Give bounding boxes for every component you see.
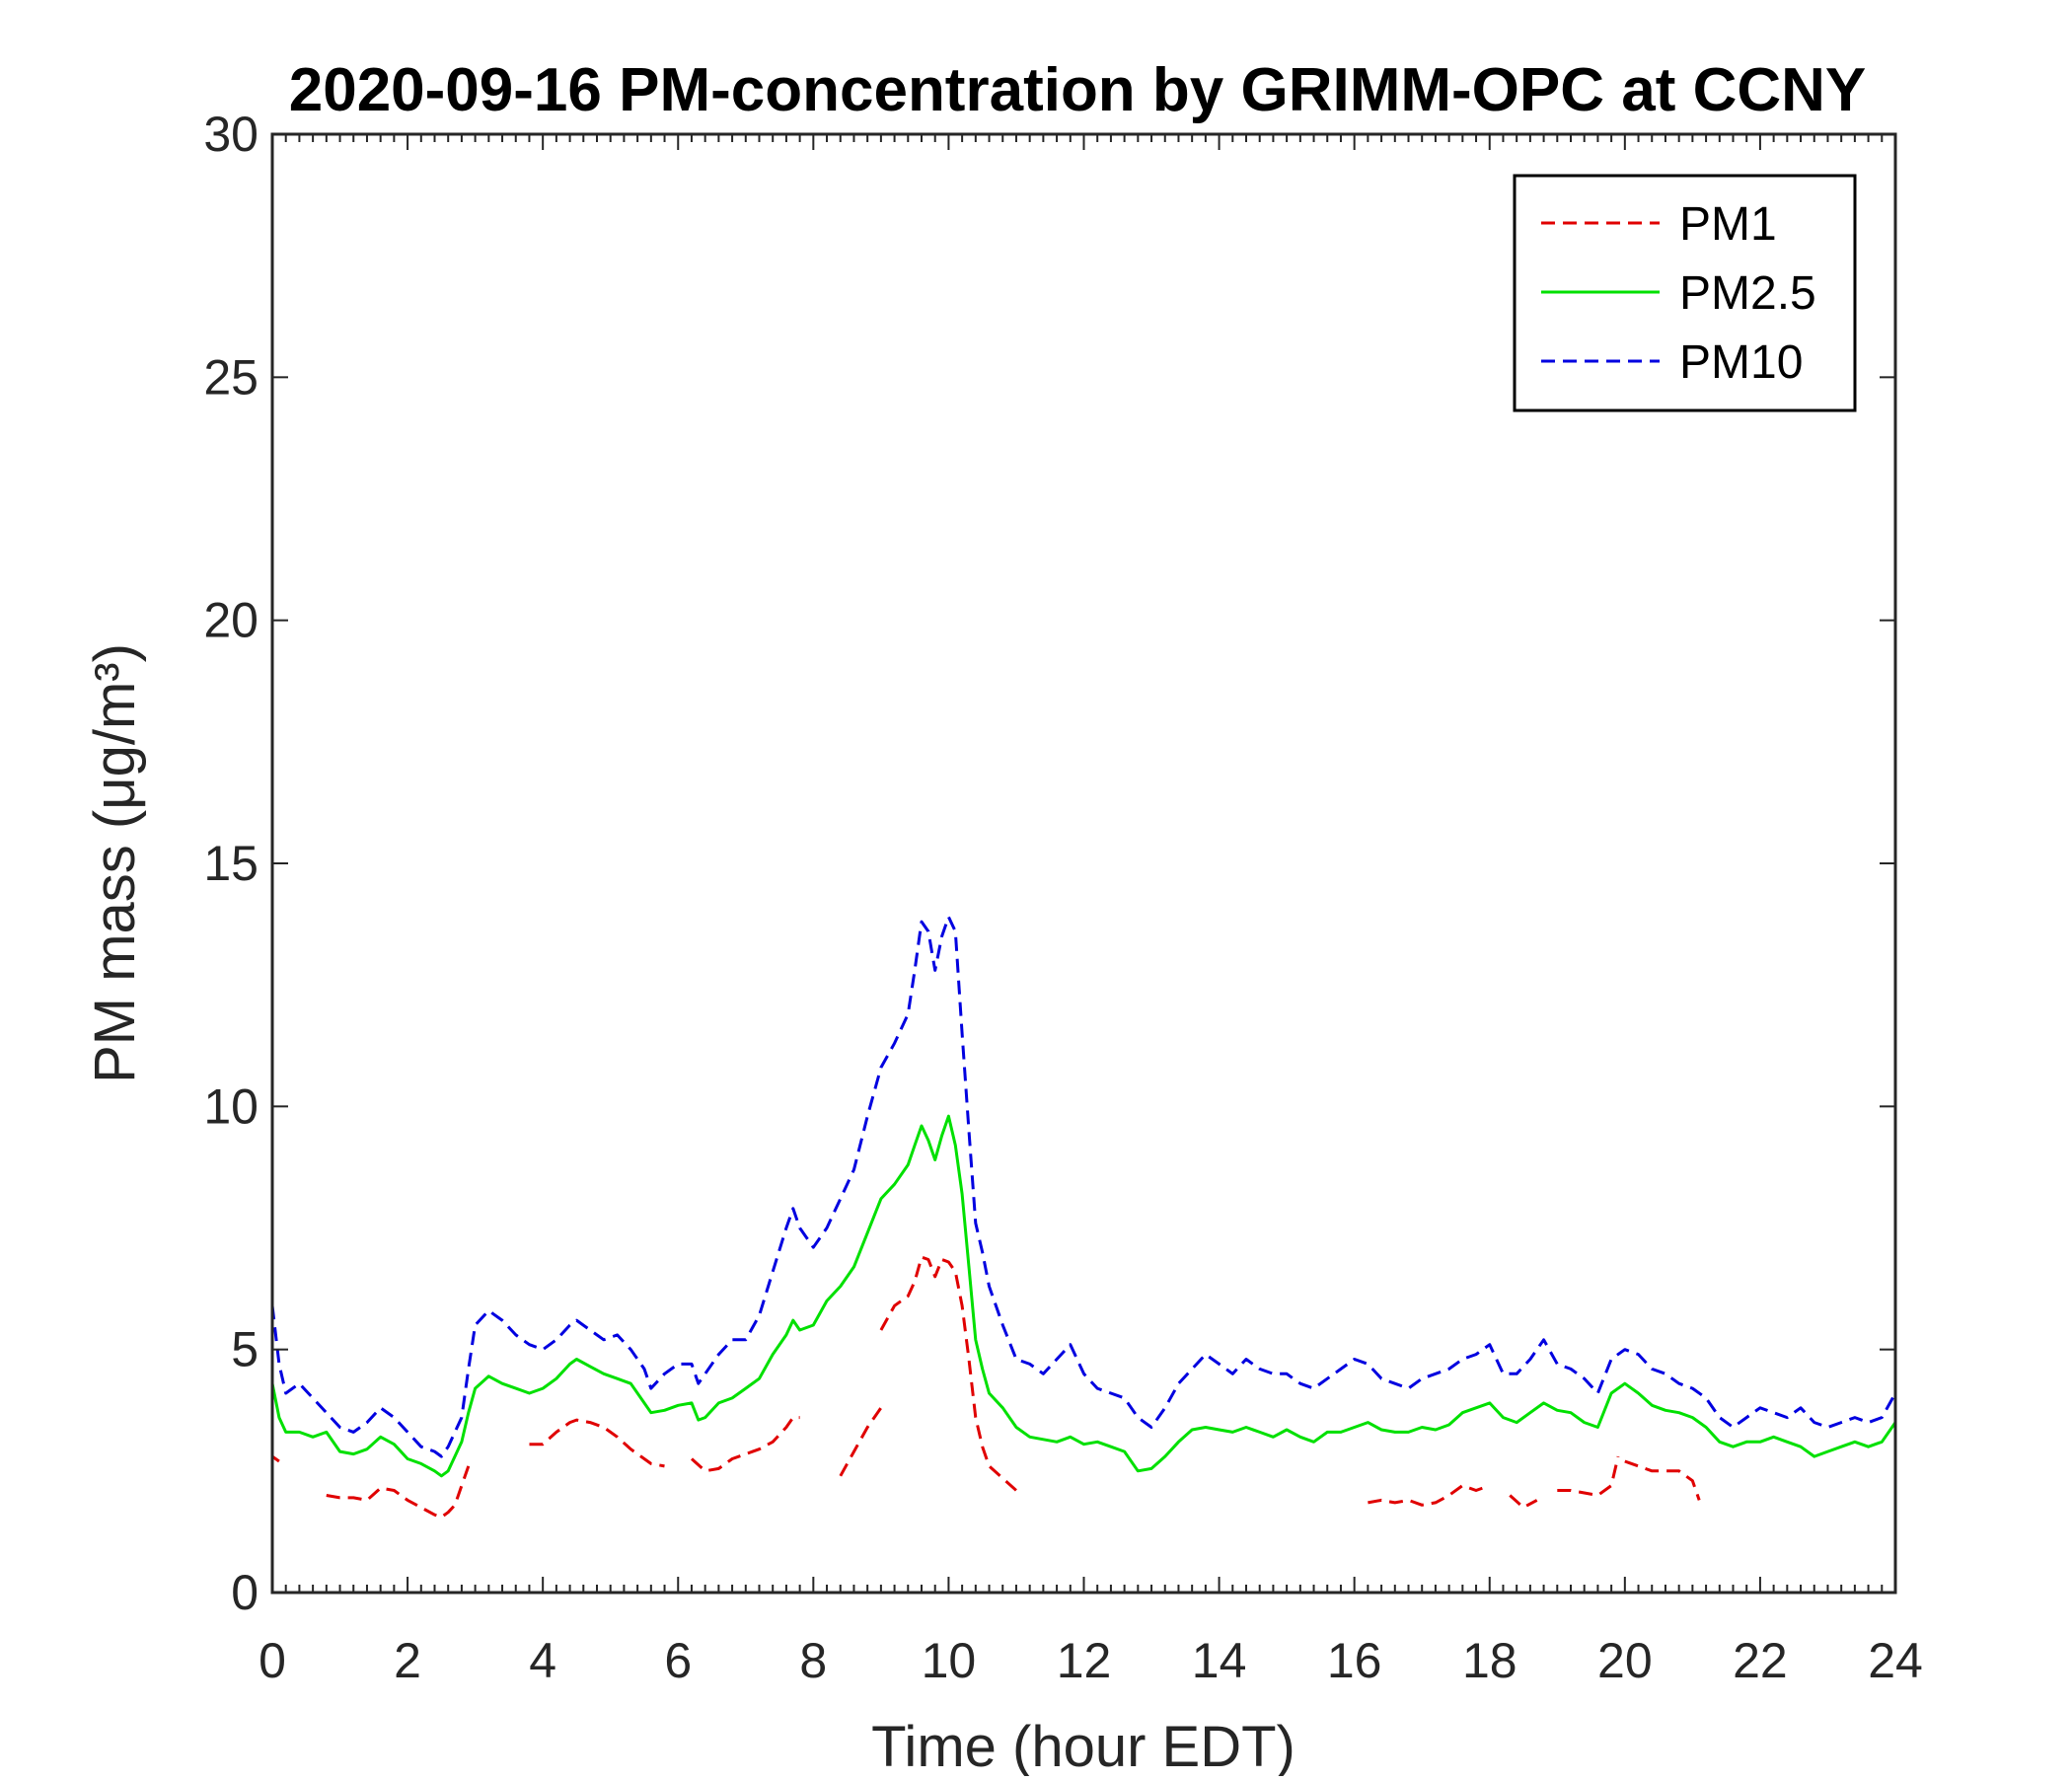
- x-tick-label: 0: [259, 1633, 286, 1688]
- plot-frame: [270, 132, 1897, 1595]
- x-tick-label: 22: [1733, 1633, 1788, 1688]
- y-tick-label: 20: [203, 593, 259, 648]
- series-line-pm1: [1368, 1484, 1491, 1507]
- series-line-pm1: [326, 1465, 471, 1520]
- series-line-pm10: [270, 915, 1897, 1458]
- legend: PM1 PM2.5 PM10: [1513, 174, 1857, 412]
- series-line-pm1: [1509, 1494, 1538, 1510]
- series-line-pm1: [690, 1416, 800, 1473]
- legend-label-pm25: PM2.5: [1679, 267, 1816, 320]
- x-tick-label: 18: [1462, 1633, 1517, 1688]
- series-line-pm25: [270, 1114, 1897, 1478]
- y-tick-label: 10: [203, 1078, 259, 1134]
- x-tick-label: 20: [1597, 1633, 1653, 1688]
- x-tick-label: 24: [1868, 1633, 1923, 1688]
- x-tick-label: 12: [1057, 1633, 1112, 1688]
- y-tick-label: 30: [203, 107, 259, 162]
- y-tick-label: 0: [231, 1565, 259, 1620]
- x-tick-label: 6: [664, 1633, 692, 1688]
- series-line-pm1: [1557, 1455, 1620, 1497]
- x-tick-label: 2: [394, 1633, 421, 1688]
- x-tick-label: 10: [922, 1633, 977, 1688]
- x-tick-label: 16: [1327, 1633, 1382, 1688]
- y-tick-label: 5: [231, 1322, 259, 1377]
- y-axis-label: PM mass (μg/m³): [83, 643, 147, 1083]
- x-tick-label: 14: [1192, 1633, 1247, 1688]
- x-tick-label: 4: [529, 1633, 556, 1688]
- x-tick-label: 8: [799, 1633, 827, 1688]
- x-axis-label: Time (hour EDT): [871, 1715, 1295, 1776]
- series-line-pm1: [879, 1255, 1018, 1492]
- y-tick-label: 25: [203, 349, 259, 405]
- chart-title: 2020-09-16 PM-concentration by GRIMM-OPC…: [289, 56, 1867, 124]
- series-line-pm1: [1624, 1459, 1701, 1501]
- plot-area: [270, 915, 1897, 1520]
- series-line-pm1: [529, 1418, 665, 1468]
- y-tick-label: 15: [203, 836, 259, 891]
- legend-label-pm10: PM10: [1679, 336, 1803, 389]
- series-line-pm1: [839, 1406, 883, 1477]
- legend-label-pm1: PM1: [1679, 198, 1777, 251]
